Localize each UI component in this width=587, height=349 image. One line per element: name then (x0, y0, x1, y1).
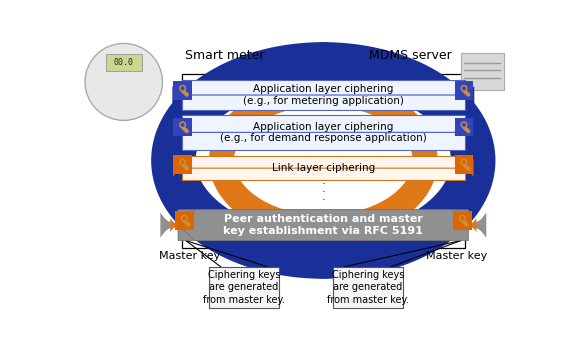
Circle shape (462, 86, 466, 90)
Bar (182, 74, 465, 248)
Circle shape (181, 123, 185, 127)
Text: Link layer ciphering: Link layer ciphering (272, 163, 375, 173)
Circle shape (460, 159, 467, 166)
Text: Peer authentication and master
key establishment via RFC 5191: Peer authentication and master key estab… (224, 214, 423, 236)
Polygon shape (170, 218, 179, 232)
Bar (453, 211, 472, 230)
Circle shape (460, 216, 464, 220)
Text: 00.0: 00.0 (114, 58, 134, 67)
Bar (182, 80, 465, 110)
Bar (182, 156, 465, 180)
Polygon shape (463, 160, 474, 177)
Text: Master key: Master key (426, 251, 488, 261)
Polygon shape (463, 86, 474, 104)
Polygon shape (218, 93, 429, 228)
Circle shape (181, 215, 188, 222)
Circle shape (459, 215, 466, 222)
Circle shape (85, 43, 163, 120)
Text: Ciphering keys
are generated
from master key.: Ciphering keys are generated from master… (327, 270, 409, 305)
Circle shape (181, 160, 185, 164)
Circle shape (179, 159, 186, 166)
Bar (182, 115, 465, 150)
FancyArrow shape (178, 210, 468, 240)
Bar (106, 54, 141, 71)
Text: Smart meter: Smart meter (185, 49, 264, 62)
Circle shape (179, 121, 186, 128)
Circle shape (179, 85, 186, 92)
Bar (455, 118, 473, 136)
Circle shape (460, 121, 467, 128)
Bar (209, 267, 279, 307)
Circle shape (182, 216, 186, 220)
Bar (173, 155, 192, 174)
Circle shape (181, 86, 185, 90)
Circle shape (462, 123, 466, 127)
Text: Application layer ciphering
(e.g., for demand response application): Application layer ciphering (e.g., for d… (220, 121, 427, 143)
Polygon shape (267, 124, 379, 198)
Text: Application layer ciphering
(e.g., for metering application): Application layer ciphering (e.g., for m… (243, 84, 404, 106)
Bar (455, 81, 473, 100)
Polygon shape (160, 213, 176, 238)
Polygon shape (173, 160, 183, 177)
Text: Ciphering keys
are generated
from master key.: Ciphering keys are generated from master… (203, 270, 285, 305)
Polygon shape (173, 123, 183, 141)
Polygon shape (463, 123, 474, 141)
Bar (173, 81, 192, 100)
Circle shape (462, 160, 466, 164)
Text: MDMS server: MDMS server (369, 49, 452, 62)
Polygon shape (471, 213, 486, 238)
Bar (333, 267, 403, 307)
Bar (455, 155, 473, 174)
Text: Master key: Master key (159, 251, 220, 261)
Bar (175, 211, 194, 230)
Bar (461, 53, 504, 90)
Bar (173, 118, 192, 136)
Polygon shape (173, 86, 183, 104)
FancyArrow shape (178, 210, 468, 240)
Circle shape (460, 85, 467, 92)
Text: ·
·
·: · · · (322, 179, 325, 206)
Polygon shape (468, 218, 477, 232)
